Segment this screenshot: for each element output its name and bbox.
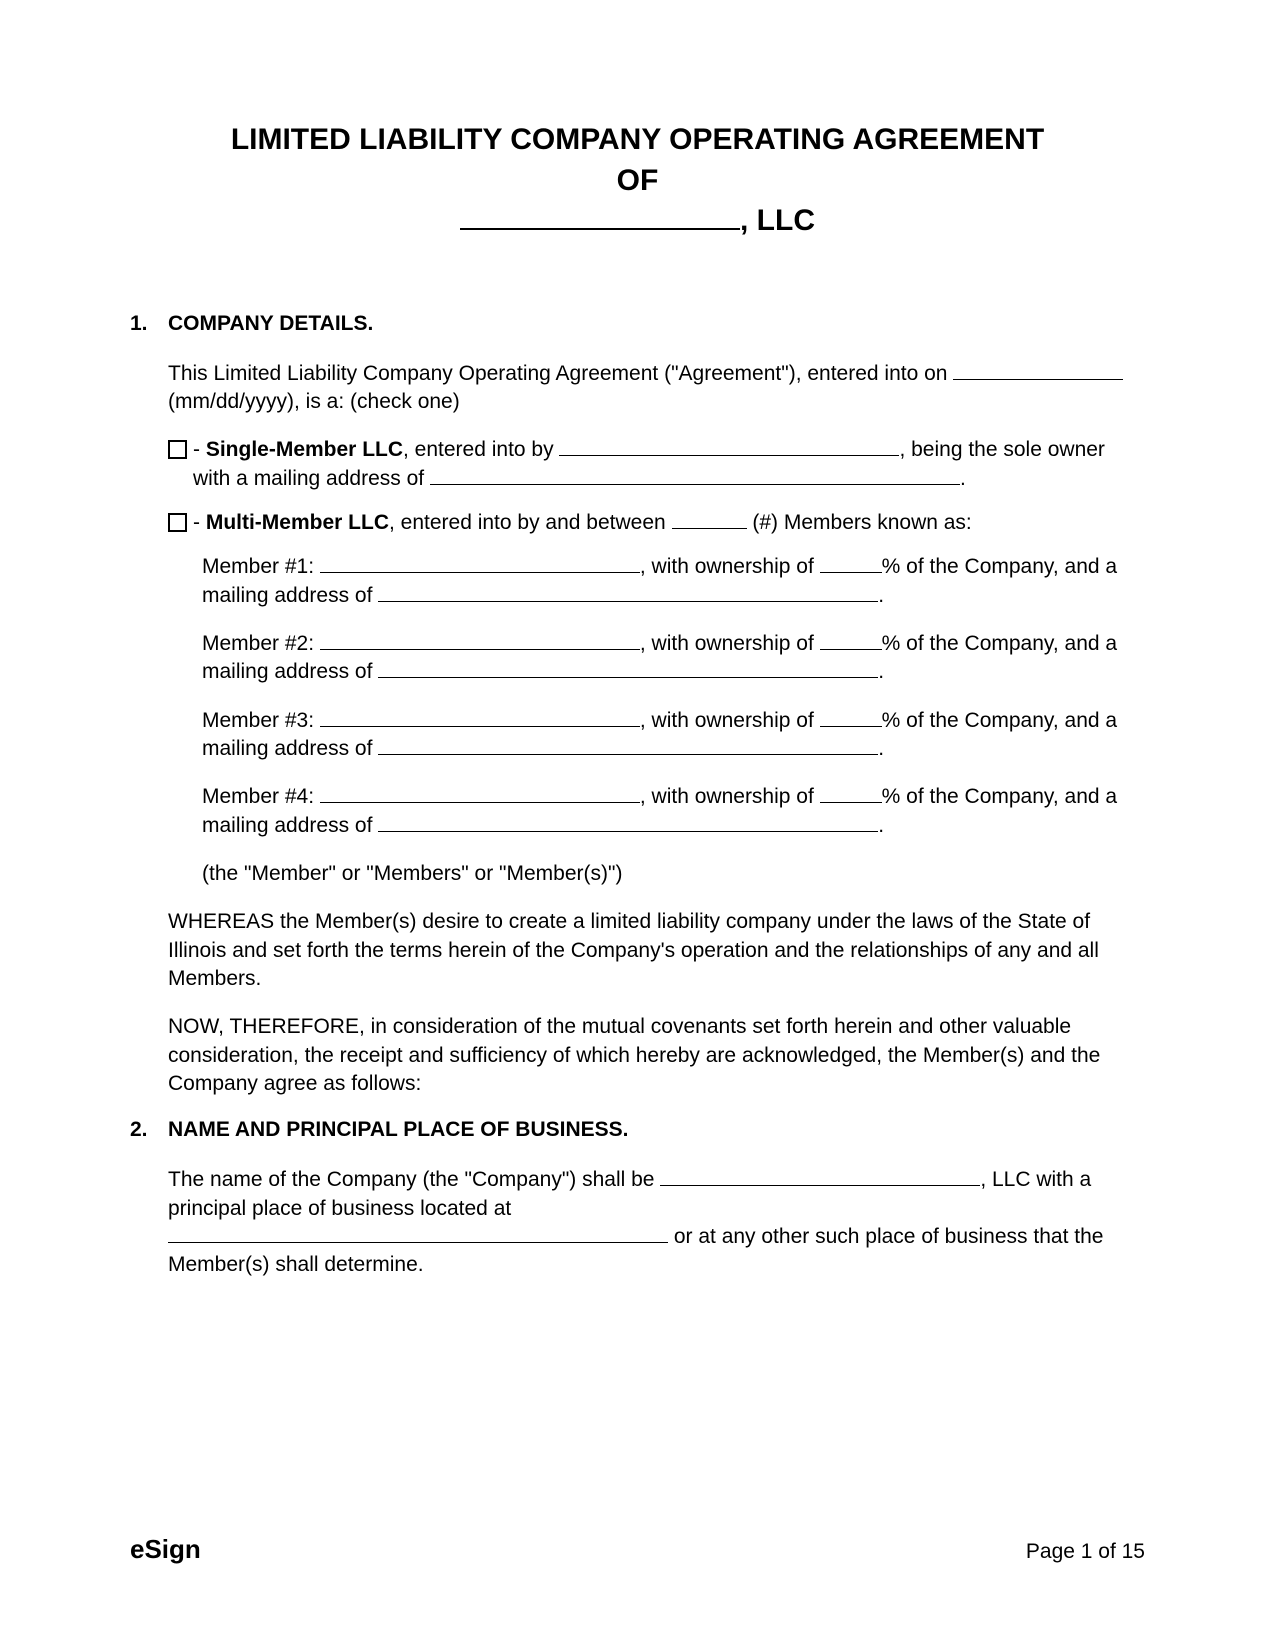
single-text-a: , entered into by	[403, 438, 559, 461]
multi-member-label: Multi-Member LLC	[206, 511, 389, 534]
period: .	[623, 1118, 629, 1141]
single-member-checkbox[interactable]	[168, 440, 187, 459]
member-mid: , with ownership of	[640, 555, 820, 578]
section-1-header: 1. COMPANY DETAILS.	[130, 312, 1145, 336]
document-title: LIMITED LIABILITY COMPANY OPERATING AGRE…	[130, 120, 1145, 242]
s2-text-a: The name of the Company (the "Company") …	[168, 1168, 660, 1191]
member-mid: , with ownership of	[640, 632, 820, 655]
section-2-body: The name of the Company (the "Company") …	[168, 1166, 1145, 1279]
multi-member-option: - Multi-Member LLC, entered into by and …	[168, 509, 1145, 537]
period: .	[878, 737, 884, 760]
member-row-4: Member #4: , with ownership of % of the …	[202, 783, 1145, 840]
member-addr-blank[interactable]	[378, 735, 878, 755]
member-row-1: Member #1: , with ownership of % of the …	[202, 553, 1145, 610]
member-pct-blank[interactable]	[820, 553, 882, 573]
multi-count-blank[interactable]	[672, 509, 747, 529]
single-member-option: - Single-Member LLC, entered into by , b…	[168, 436, 1145, 493]
single-name-blank[interactable]	[559, 436, 899, 456]
member-pct-blank[interactable]	[820, 783, 882, 803]
page-footer: eSign Page 1 of 15	[130, 1534, 1145, 1565]
section-1-heading: COMPANY DETAILS	[168, 312, 368, 335]
title-line3: , LLC	[130, 201, 1145, 242]
dash: -	[193, 438, 206, 461]
member-label: Member #2:	[202, 632, 320, 655]
whereas-clause: WHEREAS the Member(s) desire to create a…	[168, 908, 1145, 993]
member-addr-blank[interactable]	[378, 582, 878, 602]
multi-text-b: (#) Members known as:	[747, 511, 972, 534]
company-name-blank[interactable]	[660, 1166, 980, 1186]
title-line2: OF	[130, 161, 1145, 202]
brand-logo: eSign	[130, 1534, 201, 1565]
dash: -	[193, 511, 206, 534]
section-2-number: 2.	[130, 1118, 168, 1142]
member-pct-blank[interactable]	[820, 630, 882, 650]
period: .	[368, 312, 374, 335]
member-name-blank[interactable]	[320, 707, 640, 727]
title-suffix: , LLC	[740, 204, 815, 237]
member-mid: , with ownership of	[640, 785, 820, 808]
section-1-number: 1.	[130, 312, 168, 336]
member-addr-blank[interactable]	[378, 812, 878, 832]
member-name-blank[interactable]	[320, 553, 640, 573]
member-pct-blank[interactable]	[820, 707, 882, 727]
member-label: Member #1:	[202, 555, 320, 578]
member-coda: (the "Member" or "Members" or "Member(s)…	[202, 860, 1145, 888]
date-blank[interactable]	[953, 360, 1123, 380]
member-mid: , with ownership of	[640, 709, 820, 732]
company-addr-blank[interactable]	[168, 1223, 668, 1243]
intro-text-a: This Limited Liability Company Operating…	[168, 362, 953, 385]
intro-text-b: (mm/dd/yyyy), is a: (check one)	[168, 390, 460, 413]
section-1-intro: This Limited Liability Company Operating…	[168, 360, 1145, 417]
member-row-3: Member #3: , with ownership of % of the …	[202, 707, 1145, 764]
title-line1: LIMITED LIABILITY COMPANY OPERATING AGRE…	[130, 120, 1145, 161]
period: .	[878, 814, 884, 837]
single-member-label: Single-Member LLC	[206, 438, 403, 461]
period: .	[878, 584, 884, 607]
page-number: Page 1 of 15	[1026, 1540, 1145, 1564]
member-row-2: Member #2: , with ownership of % of the …	[202, 630, 1145, 687]
now-therefore-clause: NOW, THEREFORE, in consideration of the …	[168, 1013, 1145, 1098]
member-name-blank[interactable]	[320, 630, 640, 650]
member-label: Member #4:	[202, 785, 320, 808]
period: .	[960, 467, 966, 490]
title-blank[interactable]	[460, 203, 740, 230]
member-name-blank[interactable]	[320, 783, 640, 803]
multi-member-checkbox[interactable]	[168, 513, 187, 532]
period: .	[878, 660, 884, 683]
member-label: Member #3:	[202, 709, 320, 732]
multi-text-a: , entered into by and between	[389, 511, 672, 534]
section-2-header: 2. NAME AND PRINCIPAL PLACE OF BUSINESS.	[130, 1118, 1145, 1142]
section-2-heading: NAME AND PRINCIPAL PLACE OF BUSINESS	[168, 1118, 623, 1141]
member-addr-blank[interactable]	[378, 658, 878, 678]
single-addr-blank[interactable]	[430, 465, 960, 485]
